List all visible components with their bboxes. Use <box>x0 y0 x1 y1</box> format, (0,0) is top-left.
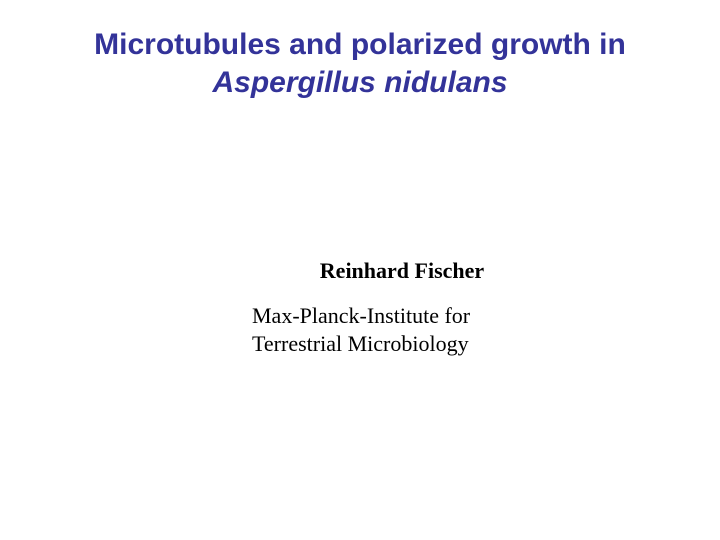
title-line-2: Aspergillus nidulans <box>0 64 720 102</box>
author-name: Reinhard Fischer <box>252 258 552 284</box>
affiliation-line-1: Max-Planck-Institute for <box>252 302 552 330</box>
affiliation: Max-Planck-Institute for Terrestrial Mic… <box>252 302 552 357</box>
affiliation-line-2: Terrestrial Microbiology <box>252 330 552 358</box>
title-block: Microtubules and polarized growth in Asp… <box>0 26 720 101</box>
slide: Microtubules and polarized growth in Asp… <box>0 0 720 540</box>
title-line-1: Microtubules and polarized growth in <box>0 26 720 64</box>
author-block: Reinhard Fischer Max-Planck-Institute fo… <box>252 258 552 357</box>
